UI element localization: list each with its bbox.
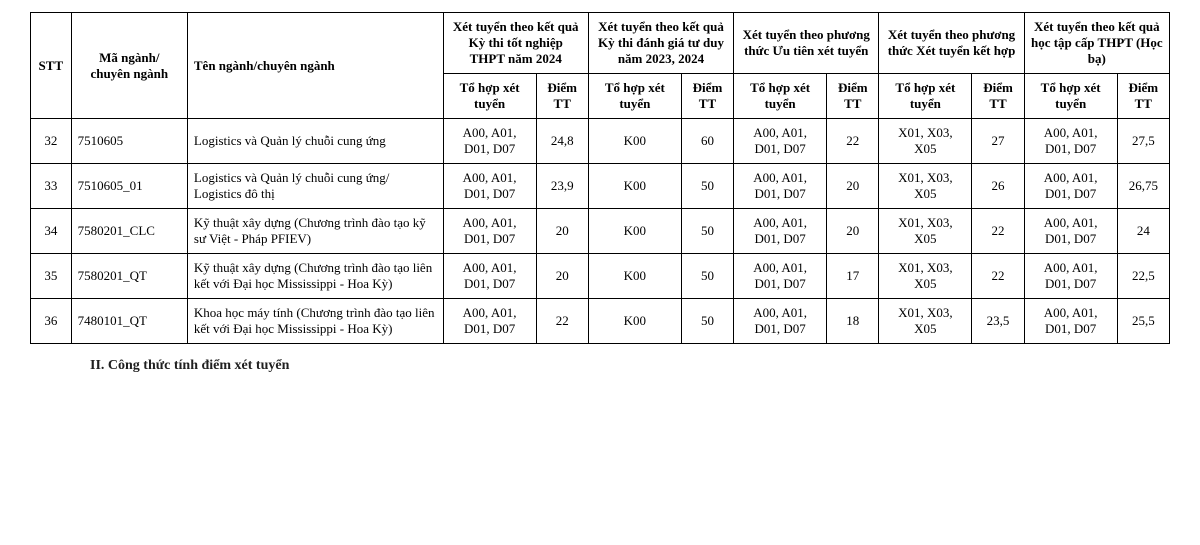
cell-combo: A00, A01, D01, D07: [1024, 299, 1117, 344]
cell-score: 20: [827, 164, 879, 209]
cell-combo: A00, A01, D01, D07: [1024, 254, 1117, 299]
cell-combo: A00, A01, D01, D07: [734, 299, 827, 344]
cell-score: 23,9: [536, 164, 588, 209]
cell-combo: A00, A01, D01, D07: [734, 209, 827, 254]
cell-score: 22: [972, 254, 1024, 299]
th-method-3: Xét tuyển theo phương thức Xét tuyển kết…: [879, 13, 1024, 74]
table-row: 347580201_CLCKỹ thuật xây dựng (Chương t…: [31, 209, 1170, 254]
cell-score: 22: [972, 209, 1024, 254]
th-combo-2: Tổ hợp xét tuyển: [734, 74, 827, 119]
cell-score: 20: [536, 254, 588, 299]
admission-table: STT Mã ngành/ chuyên ngành Tên ngành/chu…: [30, 12, 1170, 344]
cell-combo: X01, X03, X05: [879, 299, 972, 344]
cell-combo: A00, A01, D01, D07: [443, 299, 536, 344]
cell-score: 17: [827, 254, 879, 299]
th-method-4: Xét tuyển theo kết quả học tập cấp THPT …: [1024, 13, 1169, 74]
cell-combo: A00, A01, D01, D07: [443, 164, 536, 209]
table-row: 367480101_QTKhoa học máy tính (Chương tr…: [31, 299, 1170, 344]
cell-combo: A00, A01, D01, D07: [443, 254, 536, 299]
cell-score: 50: [681, 164, 733, 209]
th-score-2: Điểm TT: [827, 74, 879, 119]
cell-combo: A00, A01, D01, D07: [1024, 164, 1117, 209]
cell-score: 50: [681, 299, 733, 344]
cell-name: Kỹ thuật xây dựng (Chương trình đào tạo …: [187, 254, 443, 299]
th-score-3: Điểm TT: [972, 74, 1024, 119]
th-score-4: Điểm TT: [1117, 74, 1169, 119]
cell-combo: A00, A01, D01, D07: [734, 164, 827, 209]
cell-score: 25,5: [1117, 299, 1169, 344]
footer-heading: II. Công thức tính điểm xét tuyển: [90, 358, 1170, 374]
cell-combo: A00, A01, D01, D07: [734, 254, 827, 299]
th-combo-0: Tổ hợp xét tuyển: [443, 74, 536, 119]
cell-score: 20: [536, 209, 588, 254]
cell-score: 27: [972, 119, 1024, 164]
cell-name: Logistics và Quản lý chuỗi cung ứng: [187, 119, 443, 164]
cell-score: 50: [681, 254, 733, 299]
cell-stt: 33: [31, 164, 72, 209]
cell-score: 50: [681, 209, 733, 254]
th-combo-4: Tổ hợp xét tuyển: [1024, 74, 1117, 119]
cell-combo: X01, X03, X05: [879, 119, 972, 164]
cell-stt: 32: [31, 119, 72, 164]
th-score-1: Điểm TT: [681, 74, 733, 119]
cell-score: 23,5: [972, 299, 1024, 344]
cell-name: Logistics và Quản lý chuỗi cung ứng/ Log…: [187, 164, 443, 209]
table-row: 337510605_01Logistics và Quản lý chuỗi c…: [31, 164, 1170, 209]
cell-combo: A00, A01, D01, D07: [1024, 119, 1117, 164]
cell-score: 22: [536, 299, 588, 344]
cell-combo: K00: [588, 254, 681, 299]
cell-combo: K00: [588, 209, 681, 254]
cell-stt: 36: [31, 299, 72, 344]
th-method-0: Xét tuyển theo kết quả Kỳ thi tốt nghiệp…: [443, 13, 588, 74]
cell-combo: A00, A01, D01, D07: [734, 119, 827, 164]
cell-score: 20: [827, 209, 879, 254]
table-row: 357580201_QTKỹ thuật xây dựng (Chương tr…: [31, 254, 1170, 299]
cell-name: Khoa học máy tính (Chương trình đào tạo …: [187, 299, 443, 344]
cell-score: 60: [681, 119, 733, 164]
cell-combo: X01, X03, X05: [879, 164, 972, 209]
cell-combo: A00, A01, D01, D07: [443, 119, 536, 164]
th-combo-1: Tổ hợp xét tuyển: [588, 74, 681, 119]
cell-score: 18: [827, 299, 879, 344]
th-name: Tên ngành/chuyên ngành: [187, 13, 443, 119]
table-header-row-1: STT Mã ngành/ chuyên ngành Tên ngành/chu…: [31, 13, 1170, 74]
cell-score: 27,5: [1117, 119, 1169, 164]
cell-combo: A00, A01, D01, D07: [443, 209, 536, 254]
th-stt: STT: [31, 13, 72, 119]
cell-code: 7480101_QT: [71, 299, 187, 344]
admission-table-wrap: STT Mã ngành/ chuyên ngành Tên ngành/chu…: [30, 12, 1170, 344]
th-combo-3: Tổ hợp xét tuyển: [879, 74, 972, 119]
cell-score: 22,5: [1117, 254, 1169, 299]
cell-combo: X01, X03, X05: [879, 209, 972, 254]
cell-combo: K00: [588, 164, 681, 209]
cell-score: 26: [972, 164, 1024, 209]
th-method-1: Xét tuyển theo kết quả Kỳ thi đánh giá t…: [588, 13, 733, 74]
th-code: Mã ngành/ chuyên ngành: [71, 13, 187, 119]
cell-combo: A00, A01, D01, D07: [1024, 209, 1117, 254]
table-body: 327510605Logistics và Quản lý chuỗi cung…: [31, 119, 1170, 344]
cell-score: 24: [1117, 209, 1169, 254]
cell-code: 7580201_QT: [71, 254, 187, 299]
cell-name: Kỹ thuật xây dựng (Chương trình đào tạo …: [187, 209, 443, 254]
cell-code: 7510605: [71, 119, 187, 164]
cell-score: 24,8: [536, 119, 588, 164]
cell-code: 7580201_CLC: [71, 209, 187, 254]
cell-stt: 35: [31, 254, 72, 299]
cell-code: 7510605_01: [71, 164, 187, 209]
th-method-2: Xét tuyển theo phương thức Ưu tiên xét t…: [734, 13, 879, 74]
th-score-0: Điểm TT: [536, 74, 588, 119]
cell-stt: 34: [31, 209, 72, 254]
cell-combo: X01, X03, X05: [879, 254, 972, 299]
table-row: 327510605Logistics và Quản lý chuỗi cung…: [31, 119, 1170, 164]
cell-combo: K00: [588, 299, 681, 344]
cell-combo: K00: [588, 119, 681, 164]
cell-score: 26,75: [1117, 164, 1169, 209]
cell-score: 22: [827, 119, 879, 164]
